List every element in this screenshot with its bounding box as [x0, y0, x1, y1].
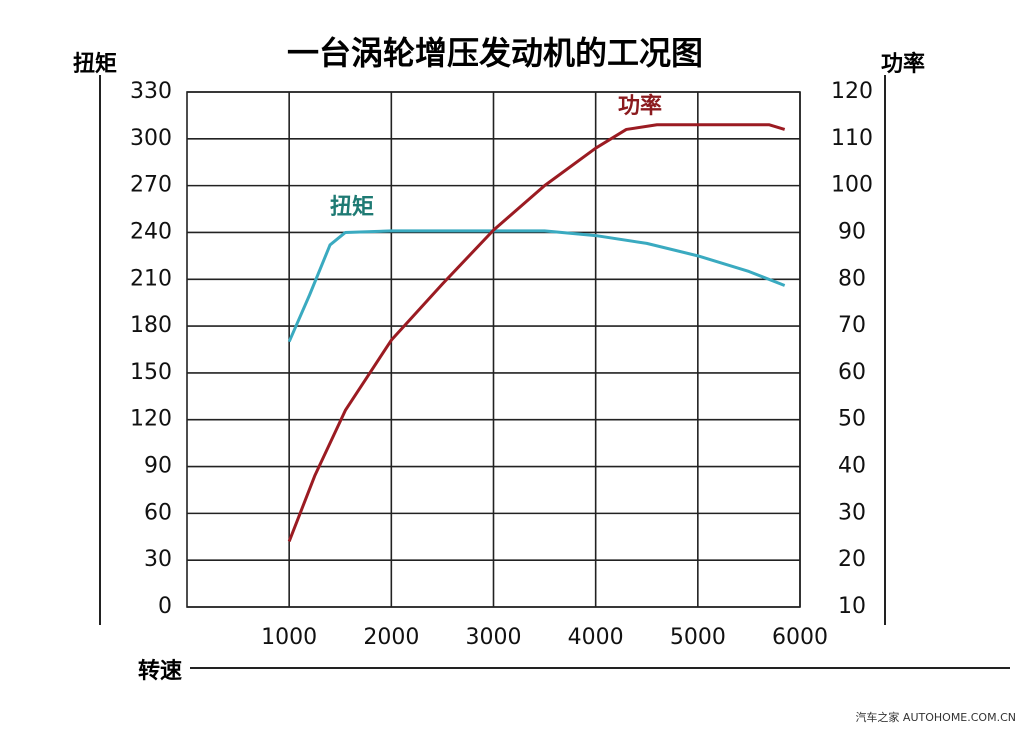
- y-tick-label: 120: [130, 407, 172, 432]
- y-tick-label: 210: [130, 266, 172, 291]
- x-tick-label: 1000: [261, 625, 317, 650]
- y2-tick-label: 60: [838, 360, 866, 385]
- x-axis-label: 转速: [138, 658, 182, 684]
- y2-tick-label: 110: [831, 126, 873, 151]
- y2-tick-label: 120: [831, 79, 873, 104]
- y2-tick-label: 10: [838, 594, 866, 619]
- y-tick-label: 60: [144, 500, 172, 525]
- y-tick-label: 30: [144, 547, 172, 572]
- y2-tick-label: 20: [838, 547, 866, 572]
- y-tick-label: 330: [130, 79, 172, 104]
- y-axis-label: 扭矩: [73, 51, 117, 77]
- chart-title: 一台涡轮增压发动机的工况图: [287, 34, 703, 72]
- y2-tick-label: 70: [838, 313, 866, 338]
- y2-tick-label: 90: [838, 219, 866, 244]
- x-tick-label: 2000: [363, 625, 419, 650]
- y-tick-label: 270: [130, 173, 172, 198]
- y2-tick-label: 100: [831, 173, 873, 198]
- series-label: 功率: [618, 93, 662, 119]
- x-tick-label: 3000: [466, 625, 522, 650]
- y-tick-label: 300: [130, 126, 172, 151]
- x-tick-label: 6000: [772, 625, 828, 650]
- y2-tick-label: 30: [838, 500, 866, 525]
- series-label: 扭矩: [330, 194, 374, 220]
- x-tick-label: 5000: [670, 625, 726, 650]
- series-line: [287, 229, 786, 343]
- y-tick-label: 240: [130, 219, 172, 244]
- x-tick-label: 4000: [568, 625, 624, 650]
- y2-tick-label: 80: [838, 266, 866, 291]
- y2-tick-label: 50: [838, 407, 866, 432]
- y2-axis-label: 功率: [881, 51, 925, 77]
- y-tick-label: 0: [158, 594, 172, 619]
- series-line: [287, 123, 786, 542]
- watermark: 汽车之家 AUTOHOME.COM.CN: [855, 710, 1016, 724]
- y-tick-label: 90: [144, 454, 172, 479]
- y-tick-label: 180: [130, 313, 172, 338]
- y-tick-label: 150: [130, 360, 172, 385]
- y2-tick-label: 40: [838, 454, 866, 479]
